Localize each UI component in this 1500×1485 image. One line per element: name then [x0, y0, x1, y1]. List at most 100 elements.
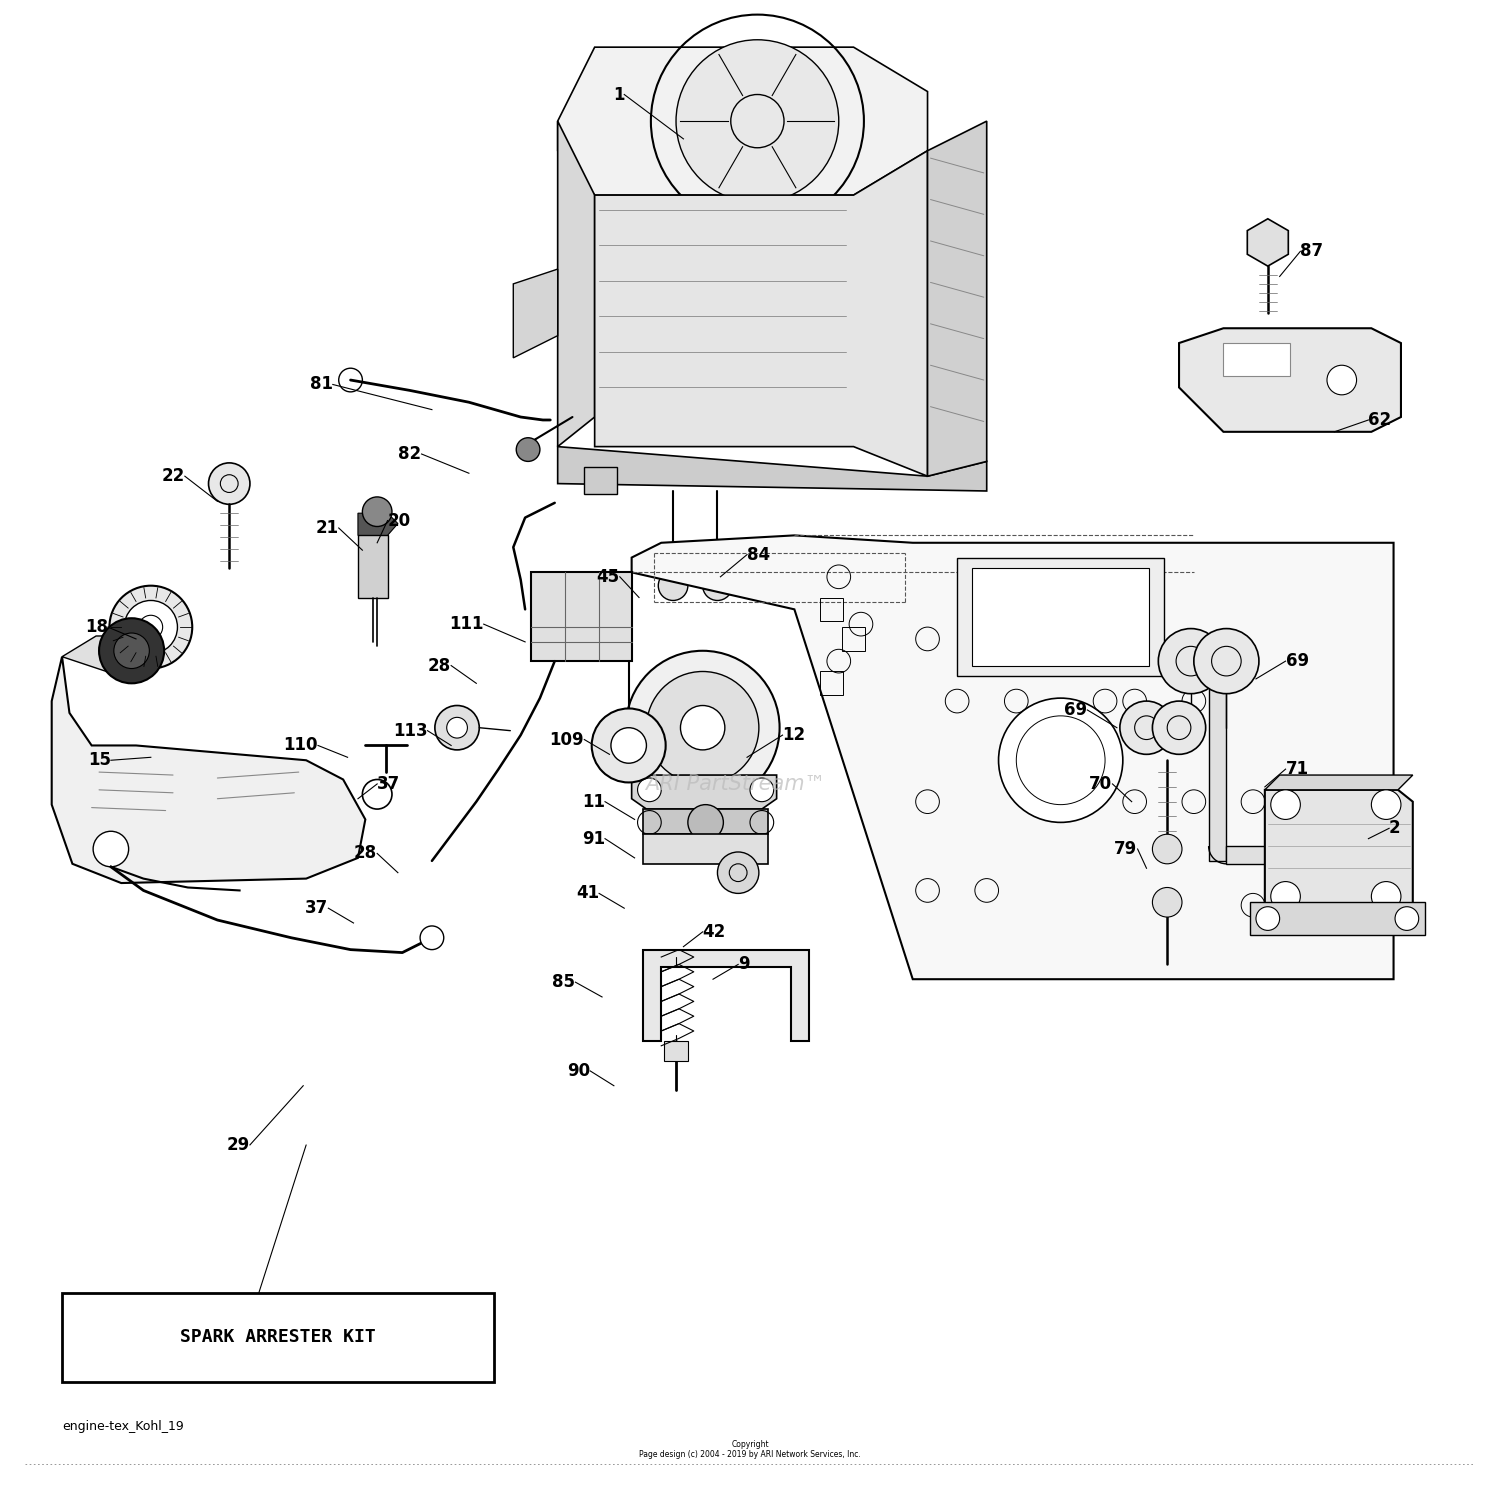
Polygon shape: [51, 656, 366, 884]
Polygon shape: [1248, 218, 1288, 266]
Bar: [62, 1293, 494, 1381]
Text: Copyright
Page design (c) 2004 - 2019 by ARI Network Services, Inc.: Copyright Page design (c) 2004 - 2019 by…: [639, 1440, 861, 1460]
Text: 87: 87: [1300, 242, 1323, 260]
Circle shape: [658, 570, 688, 600]
Circle shape: [1152, 835, 1182, 864]
Circle shape: [124, 600, 177, 653]
Bar: [358, 536, 387, 597]
Circle shape: [1256, 907, 1280, 931]
Text: 9: 9: [738, 955, 750, 973]
Text: 37: 37: [304, 900, 328, 918]
Text: 2: 2: [1389, 820, 1401, 838]
Text: 62: 62: [1368, 411, 1392, 429]
Circle shape: [447, 717, 468, 738]
Text: 90: 90: [567, 1062, 590, 1080]
Polygon shape: [632, 536, 1394, 979]
Text: 29: 29: [226, 1136, 251, 1154]
Bar: [1250, 903, 1425, 936]
Polygon shape: [558, 48, 927, 195]
Text: 84: 84: [747, 545, 770, 564]
Circle shape: [591, 708, 666, 783]
Text: 81: 81: [310, 376, 333, 394]
Text: 69: 69: [1286, 652, 1308, 670]
Bar: [531, 572, 632, 661]
Polygon shape: [644, 835, 768, 864]
Circle shape: [646, 671, 759, 784]
Bar: [972, 567, 1149, 665]
Bar: [819, 671, 843, 695]
Circle shape: [1158, 628, 1224, 693]
Circle shape: [339, 368, 363, 392]
Circle shape: [420, 927, 444, 949]
Text: 42: 42: [702, 922, 726, 941]
Circle shape: [676, 40, 838, 202]
Circle shape: [1270, 790, 1300, 820]
Polygon shape: [1227, 846, 1298, 864]
Text: 21: 21: [315, 518, 339, 538]
Circle shape: [610, 728, 646, 763]
Text: 28: 28: [354, 845, 376, 863]
Circle shape: [1371, 882, 1401, 912]
Polygon shape: [632, 775, 777, 809]
Polygon shape: [558, 447, 987, 492]
Polygon shape: [594, 150, 927, 477]
Circle shape: [363, 780, 392, 809]
Circle shape: [681, 705, 724, 750]
Circle shape: [702, 570, 732, 600]
Text: 1: 1: [612, 86, 624, 104]
Text: 15: 15: [88, 751, 111, 769]
Circle shape: [750, 778, 774, 802]
Polygon shape: [644, 809, 768, 835]
Text: 20: 20: [387, 512, 411, 530]
Circle shape: [1152, 701, 1206, 754]
Text: 91: 91: [582, 830, 604, 848]
Circle shape: [209, 463, 251, 505]
Circle shape: [717, 852, 759, 894]
Text: 18: 18: [86, 618, 108, 636]
Circle shape: [626, 650, 780, 805]
Text: 85: 85: [552, 973, 576, 990]
Bar: [664, 1041, 688, 1060]
Circle shape: [93, 832, 129, 867]
Polygon shape: [513, 269, 558, 358]
Polygon shape: [927, 122, 987, 477]
Bar: [842, 627, 866, 650]
Circle shape: [435, 705, 480, 750]
Polygon shape: [558, 122, 594, 447]
Circle shape: [1270, 882, 1300, 912]
Text: 45: 45: [597, 567, 619, 585]
Text: 12: 12: [783, 726, 806, 744]
Polygon shape: [1209, 656, 1227, 861]
Text: 28: 28: [427, 656, 451, 674]
Circle shape: [1152, 888, 1182, 918]
Circle shape: [638, 778, 662, 802]
Circle shape: [1371, 790, 1401, 820]
Circle shape: [999, 698, 1124, 823]
Circle shape: [688, 805, 723, 841]
Text: 71: 71: [1286, 760, 1308, 778]
Text: ARI PartStream™: ARI PartStream™: [645, 774, 825, 794]
Circle shape: [114, 633, 150, 668]
Text: 69: 69: [1064, 701, 1088, 719]
Text: 110: 110: [284, 737, 318, 754]
Text: 11: 11: [582, 793, 604, 811]
Bar: [585, 468, 616, 495]
Circle shape: [363, 497, 392, 527]
Polygon shape: [1179, 328, 1401, 432]
Circle shape: [99, 618, 164, 683]
Text: engine-tex_Kohl_19: engine-tex_Kohl_19: [62, 1420, 184, 1433]
Bar: [957, 557, 1164, 676]
Polygon shape: [62, 636, 152, 671]
Text: 82: 82: [399, 446, 422, 463]
Circle shape: [1194, 628, 1258, 693]
Circle shape: [1395, 907, 1419, 931]
Polygon shape: [1224, 343, 1290, 376]
Polygon shape: [1264, 790, 1413, 921]
Text: 111: 111: [448, 615, 483, 633]
Circle shape: [516, 438, 540, 462]
Text: 113: 113: [393, 722, 427, 740]
Text: SPARK ARRESTER KIT: SPARK ARRESTER KIT: [180, 1328, 376, 1347]
Circle shape: [1120, 701, 1173, 754]
Bar: [819, 597, 843, 621]
Polygon shape: [358, 514, 398, 536]
